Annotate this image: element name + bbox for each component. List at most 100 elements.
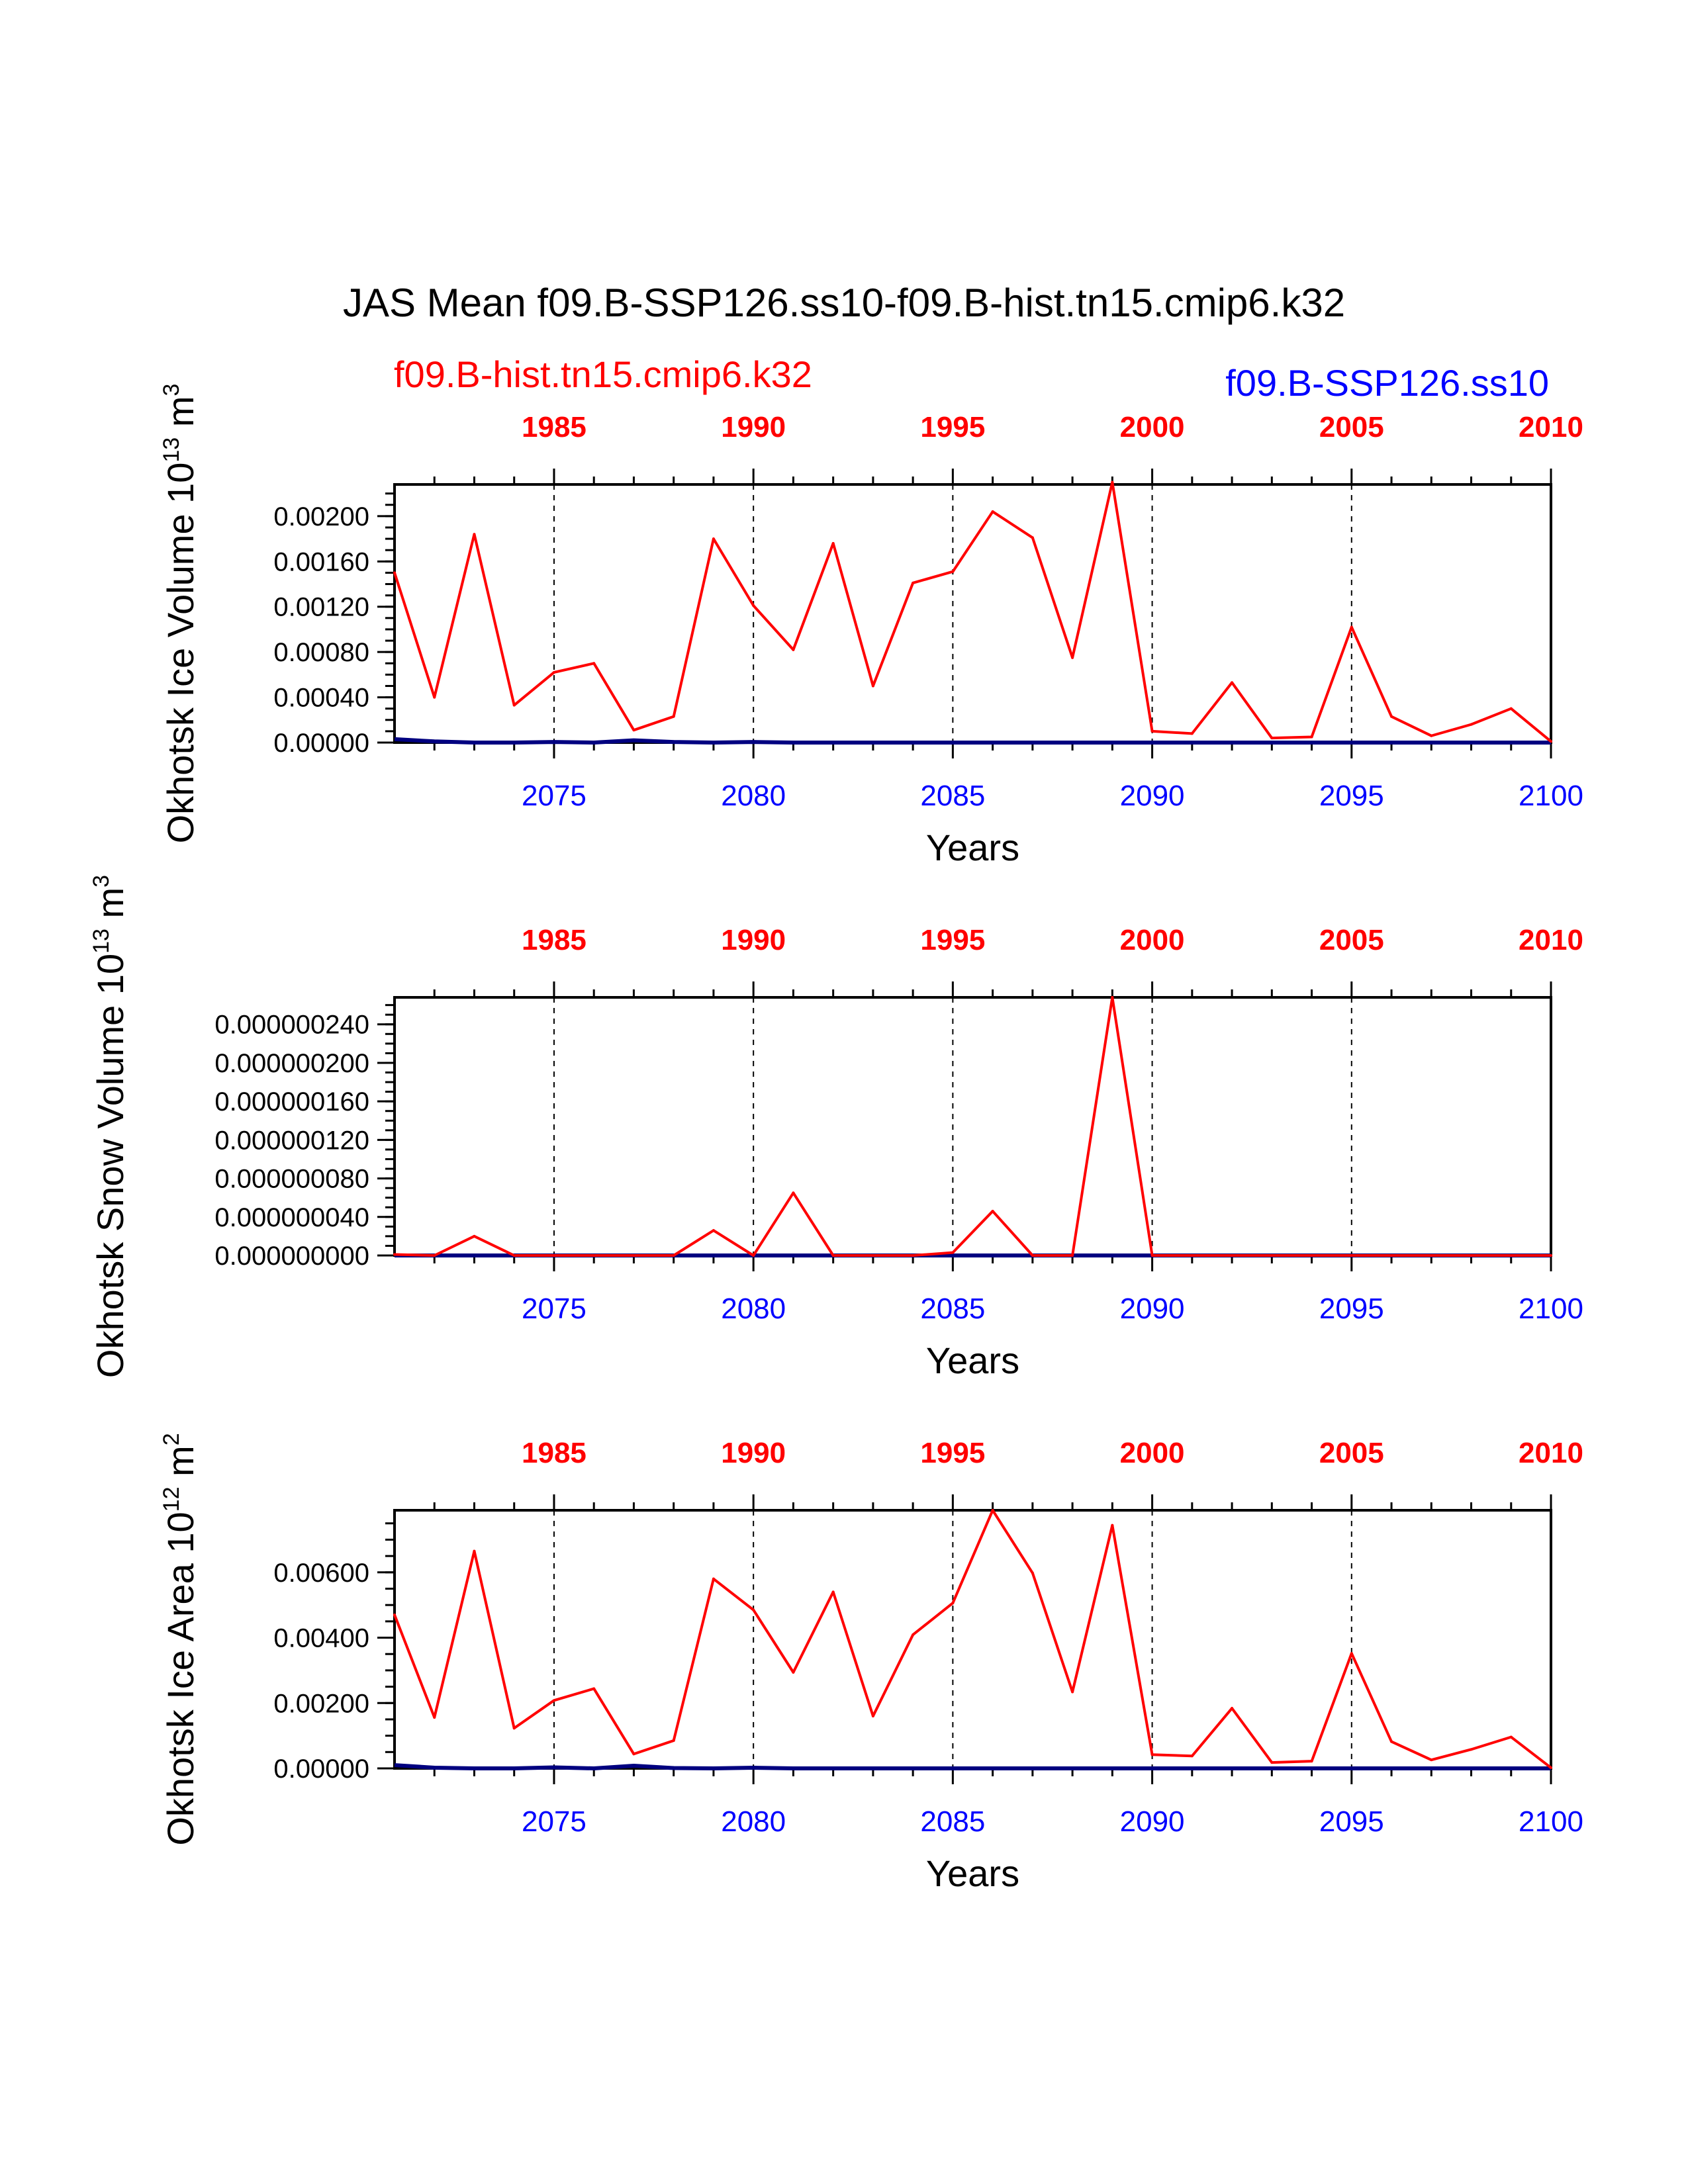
data-point-hist: [512, 1254, 516, 1257]
data-point-hist: [473, 1234, 476, 1238]
y-tick-label: 0.00160: [273, 547, 369, 576]
plot-frame: [393, 483, 1552, 744]
x-top-tick-label: 1995: [920, 1437, 985, 1469]
series-line-ssp: [394, 737, 1551, 745]
data-point-hist: [512, 704, 516, 707]
series-line-hist: [393, 1509, 1552, 1769]
x-bottom-tick-label: 2100: [1519, 1805, 1583, 1838]
data-point-hist: [1310, 735, 1313, 739]
data-point-hist: [712, 537, 715, 541]
data-point-hist: [1031, 1571, 1034, 1574]
snow-volume-panel: 2075 2080 2085 2090 2095 2100 1985 1990 1995 2000…: [89, 875, 1583, 1381]
figure-title: JAS Mean f09.B-SSP126.ss10-f09.B-hist.tn…: [343, 281, 1345, 325]
x-bottom-tick-label: 2090: [1120, 1805, 1185, 1838]
data-point-hist: [1031, 536, 1034, 539]
x-bottom-tick-label: 2100: [1519, 780, 1583, 812]
data-point-hist: [552, 1254, 555, 1257]
data-point-hist: [1111, 996, 1114, 999]
data-point-hist: [672, 1739, 675, 1743]
data-point-hist: [1270, 1254, 1274, 1257]
x-bottom-tick-label: 2080: [721, 1293, 786, 1325]
data-point-hist: [831, 1254, 835, 1257]
data-point-hist: [951, 1602, 955, 1605]
x-top-tick-label: 2000: [1120, 1437, 1185, 1469]
y-tick-label: 0.00120: [273, 593, 369, 622]
data-point-hist: [712, 1229, 715, 1232]
data-point-hist: [433, 1715, 436, 1719]
data-point-hist: [1031, 1254, 1034, 1257]
y-tick-label: 0.000000040: [214, 1203, 369, 1232]
data-point-hist: [592, 1254, 596, 1257]
data-point-hist: [1270, 737, 1274, 740]
y-tick-label: 0.000000160: [214, 1087, 369, 1116]
y-axis-label-exponent: 12: [159, 1487, 184, 1512]
data-point-hist: [592, 1687, 596, 1690]
data-point-hist: [912, 1254, 915, 1257]
x-bottom-tick-label: 2095: [1319, 780, 1384, 812]
y-axis-label-text: Okhotsk Ice Area 10: [160, 1512, 201, 1845]
data-point-hist: [393, 1253, 396, 1256]
data-point-hist: [912, 581, 915, 584]
series-line-hist: [394, 996, 1551, 1257]
data-point-hist: [871, 684, 874, 688]
data-point-hist: [1150, 1254, 1154, 1257]
data-point-hist: [632, 1752, 635, 1756]
data-point-hist: [1270, 1761, 1274, 1764]
data-point-hist: [1550, 1254, 1552, 1257]
y-axis-label-exponent: 13: [89, 929, 114, 954]
x-top-tick-label: 2000: [1120, 924, 1185, 956]
data-point-hist: [473, 533, 476, 536]
data-point-hist: [752, 1608, 755, 1612]
y-tick-label: 0.000000200: [214, 1049, 369, 1078]
x-top-tick-label: 2010: [1519, 1437, 1583, 1469]
data-point-hist: [831, 1590, 835, 1594]
x-top-tick-label: 1990: [721, 1437, 786, 1469]
y-tick-label: 0.00200: [273, 1689, 369, 1718]
data-point-hist: [1190, 732, 1194, 735]
y-tick-label: 0.00080: [273, 638, 369, 667]
y-tick-label: 0.00000: [273, 729, 369, 758]
data-point-hist: [433, 1254, 436, 1257]
data-point-hist: [712, 1577, 715, 1580]
data-point-hist: [592, 662, 596, 665]
data-point-hist: [1310, 1760, 1313, 1763]
y-axis-label-unit: m: [89, 887, 131, 929]
data-point-hist: [1390, 1254, 1393, 1257]
plot-frame: [393, 996, 1552, 1257]
data-point-hist: [1071, 656, 1074, 659]
x-top-tick-label: 1985: [522, 411, 586, 443]
y-tick-label: 0.00040: [273, 684, 369, 713]
legend-hist-label: f09.B-hist.tn15.cmip6.k32: [394, 353, 812, 395]
data-point-hist: [1231, 1254, 1234, 1257]
x-top-tick-label: 1985: [522, 924, 586, 956]
x-axis-label: Years: [926, 1852, 1019, 1894]
x-top-tick-label: 1985: [522, 1437, 586, 1469]
plot-frame: [393, 1509, 1552, 1770]
data-point-hist: [1550, 740, 1552, 743]
data-point-hist: [1111, 480, 1114, 484]
data-point-hist: [1231, 1707, 1234, 1710]
data-point-hist: [1550, 1766, 1552, 1770]
data-point-hist: [1430, 1758, 1433, 1762]
ice-volume-panel: 2075 2080 2085 2090 2095 2100 1985 1990 1995 2000…: [159, 384, 1583, 868]
data-point-hist: [991, 510, 994, 514]
y-tick-label: 0.00600: [273, 1559, 369, 1588]
data-point-hist: [991, 1210, 994, 1213]
data-point-hist: [792, 1670, 795, 1674]
data-point-hist: [951, 1251, 955, 1254]
data-point-hist: [1071, 1690, 1074, 1694]
y-axis-label-text: Okhotsk Snow Volume 10: [89, 954, 131, 1378]
y-tick-label: 0.000000000: [214, 1242, 369, 1271]
y-axis-label: Okhotsk Snow Volume 1013 m3: [89, 875, 131, 1378]
data-point-hist: [871, 1715, 874, 1718]
data-point-hist: [1231, 681, 1234, 684]
x-top-tick-label: 2005: [1319, 1437, 1384, 1469]
data-point-hist: [1190, 1754, 1194, 1758]
data-point-hist: [912, 1633, 915, 1637]
y-axis-label-text: Okhotsk Ice Volume 10: [160, 463, 201, 844]
y-axis-label-unit: m: [160, 1445, 201, 1486]
data-point-hist: [951, 570, 955, 573]
data-point-hist: [752, 1254, 755, 1257]
y-axis-label-unit: m: [160, 396, 201, 437]
data-point-hist: [512, 1727, 516, 1730]
